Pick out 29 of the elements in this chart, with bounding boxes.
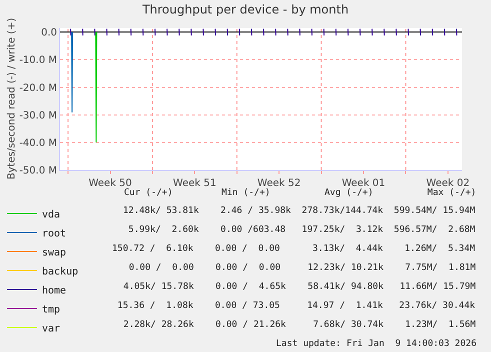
legend-label: home: [42, 285, 66, 296]
text: 2.28k/ 28.26k 0.00 / 21.26k 7.68k/ 30.74k 1.23M/ 1.56M: [118, 320, 476, 330]
chart-title: Throughput per device - by month: [141, 2, 349, 16]
legend-label: backup: [42, 266, 78, 278]
x-tick-label: Week 02: [426, 178, 470, 189]
text: 0.00 / 0.00 0.00 / 0.00 12.23k/ 10.21k 7.75M/ 1.81M: [118, 263, 476, 273]
x-tick-label: Week 51: [173, 178, 216, 189]
legend-label: vda: [42, 209, 60, 220]
y-axis-title: Bytes/second read (-) / write (+): [6, 18, 18, 180]
y-tick-label: -30.0 M: [19, 110, 57, 122]
y-tick-label: 0.0: [41, 28, 57, 39]
x-tick-label: Week 50: [88, 178, 132, 189]
legend-label: tmp: [42, 304, 60, 316]
x-tick-label: Week 52: [257, 178, 301, 189]
text: 5.99k/ 2.60k 0.00 /603.48 197.25k/ 3.12k 596.57M/ 2.68M: [123, 225, 476, 235]
text: 150.72 / 6.10k 0.00 / 0.00 3.13k/ 4.44k 1.26M/ 5.34M: [112, 244, 476, 254]
y-tick-label: -20.0 M: [19, 82, 57, 94]
text: 4.05k/ 15.78k 0.00 / 4.65k 58.41k/ 94.80k 11.66M/ 15.79M: [118, 282, 476, 292]
x-tick-label: Week 01: [342, 178, 386, 189]
y-tick-label: -10.0 M: [19, 55, 57, 66]
y-tick-label: -40.0 M: [19, 138, 57, 149]
text: 15.36 / 1.08k 0.00 / 73.05 14.97 / 1.41k 23.76k/ 30.44k: [112, 301, 476, 311]
text: Cur (-/+) Min (-/+) Avg (-/+) Max (-/+): [124, 188, 476, 198]
legend-label: root: [42, 228, 66, 240]
y-tick-label: -50.0 M: [19, 166, 57, 176]
text: Last update: Fri Jan 9 14:00:03 2026: [276, 339, 476, 349]
legend-label: var: [42, 323, 60, 334]
text: 12.48k/ 53.81k 2.46 / 35.98k 278.73k/144.74k 599.54M/ 15.94M: [123, 206, 476, 216]
legend-label: swap: [42, 247, 66, 258]
